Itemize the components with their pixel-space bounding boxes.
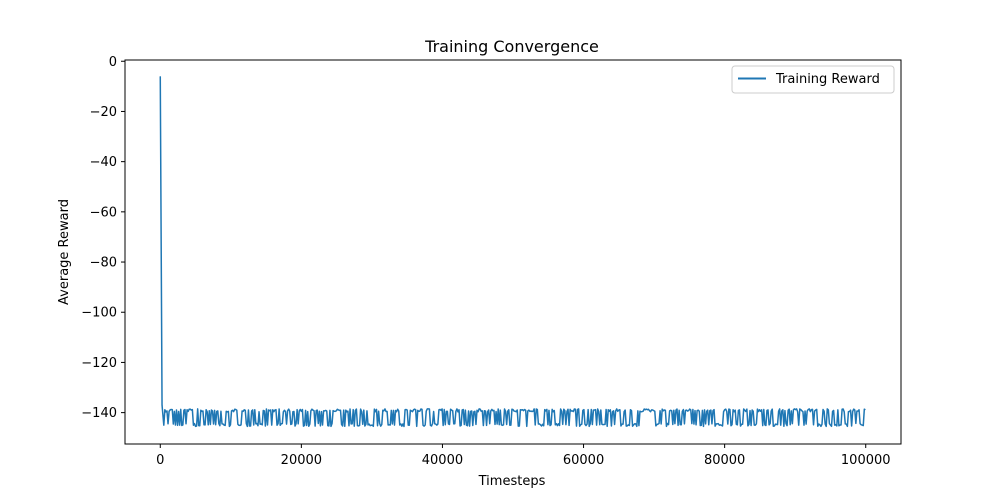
legend-label: Training Reward (775, 72, 880, 87)
y-tick-label: 0 (109, 55, 117, 70)
legend: Training Reward (731, 65, 895, 94)
y-tick-label: −140 (81, 406, 117, 421)
y-axis-label: Average Reward (57, 199, 72, 305)
y-tick-label: −60 (90, 205, 117, 220)
y-axis-ticks: 0 −20 −40 −60 −80 −100 −120 −140 (81, 55, 125, 421)
chart-title: Training Convergence (424, 37, 599, 56)
y-tick-label: −20 (90, 105, 117, 120)
plot-area: 0 20000 40000 60000 80000 100000 0 −20 −40 −60 −8… (81, 55, 902, 468)
x-tick-label: 0 (156, 453, 164, 468)
y-tick-label: −100 (81, 306, 117, 321)
legend-frame (731, 65, 895, 94)
y-tick-label: −40 (90, 155, 117, 170)
y-tick-label: −80 (90, 256, 117, 271)
x-tick-label: 40000 (422, 453, 463, 468)
plot-frame (124, 59, 902, 445)
series-group (159, 76, 866, 428)
x-axis-ticks: 0 20000 40000 60000 80000 100000 (156, 444, 891, 468)
x-tick-label: 80000 (704, 453, 745, 468)
y-tick-label: −120 (81, 356, 117, 371)
x-tick-label: 20000 (281, 453, 322, 468)
x-tick-label: 100000 (841, 453, 891, 468)
x-axis-label: Timesteps (478, 474, 546, 489)
x-tick-label: 60000 (563, 453, 604, 468)
series-line-training-reward (159, 76, 866, 428)
